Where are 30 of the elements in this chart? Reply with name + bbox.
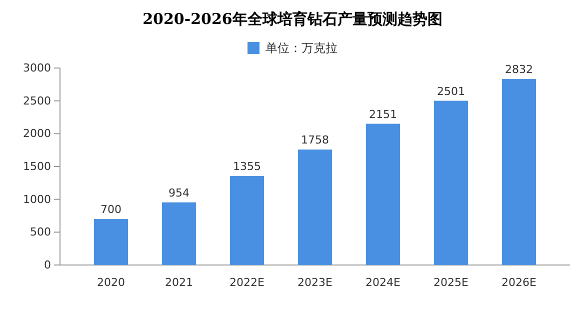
bar — [434, 100, 468, 265]
x-tick-label: 2021 — [165, 276, 193, 290]
bar — [502, 79, 536, 265]
x-tick-label: 2024E — [366, 276, 401, 290]
y-tick-label: 1000 — [23, 192, 51, 206]
y-tick-label: 1500 — [23, 160, 51, 174]
data-label: 2832 — [505, 63, 533, 76]
legend-label: 单位：万克拉 — [266, 41, 338, 55]
y-tick-label: 2000 — [23, 127, 51, 140]
bar — [366, 124, 400, 265]
data-label: 954 — [168, 186, 190, 200]
data-label: 700 — [100, 203, 122, 216]
y-tick-label: 2500 — [23, 94, 51, 108]
x-tick-label: 2026E — [502, 276, 537, 290]
data-label: 2501 — [437, 84, 465, 98]
y-tick-label: 0 — [44, 258, 51, 272]
x-tick-label: 2020 — [97, 276, 125, 290]
x-tick-label: 2025E — [434, 276, 469, 290]
bar — [94, 219, 128, 265]
chart-title: 2020-2026年全球培育钻石产量预测趋势图 — [142, 10, 442, 28]
bar — [162, 202, 196, 265]
data-label: 1355 — [233, 160, 261, 174]
bar — [230, 176, 264, 265]
data-label: 1758 — [301, 134, 329, 147]
y-tick-label: 3000 — [23, 62, 51, 75]
x-tick-label: 2022E — [230, 276, 265, 290]
bar — [298, 150, 332, 265]
data-label: 2151 — [369, 108, 397, 121]
x-tick-label: 2023E — [298, 276, 333, 290]
y-tick-label: 500 — [30, 226, 51, 239]
